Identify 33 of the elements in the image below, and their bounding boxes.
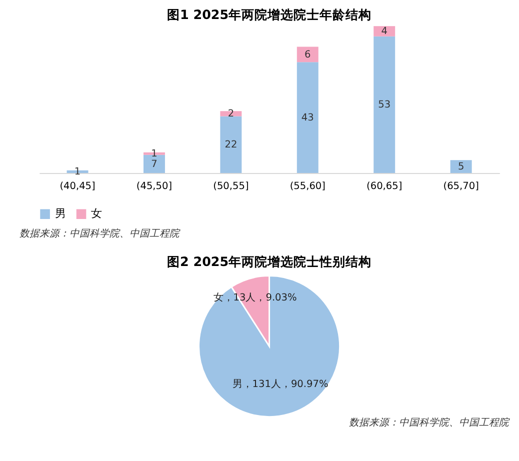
- source-note: 数据来源：中国科学院、中国工程院: [20, 228, 181, 240]
- x-tick-label: (65,70]: [443, 181, 479, 192]
- slice-label: 女，13人，9.03%: [213, 291, 297, 304]
- slice-label: 男，131人，90.97%: [232, 378, 328, 390]
- bar: [374, 36, 396, 173]
- legend-label: 女: [91, 207, 102, 220]
- bar: [450, 160, 472, 173]
- data-label: 6: [304, 49, 311, 60]
- pie-slice: [198, 275, 341, 418]
- chart-title: 图1 2025年两院增选院士年龄结构: [166, 7, 372, 24]
- data-label: 53: [378, 100, 391, 111]
- bar: [296, 62, 318, 173]
- bar: [220, 116, 242, 173]
- data-label: 43: [301, 112, 314, 124]
- data-label: 1: [74, 166, 81, 178]
- x-tick-label: (45,50]: [136, 181, 172, 192]
- chart-title: 图2 2025年两院增选院士性别结构: [166, 254, 372, 270]
- data-label: 5: [458, 161, 464, 172]
- legend-label: 男: [54, 207, 66, 220]
- x-tick-label: (50,55]: [213, 181, 249, 192]
- bar: [220, 111, 242, 116]
- bar: [374, 26, 396, 36]
- data-label: 2: [228, 108, 234, 120]
- data-label: 1: [151, 148, 158, 160]
- data-label: 7: [151, 158, 158, 170]
- bar: [296, 46, 318, 62]
- source-note: 数据来源：中国科学院、中国工程院: [349, 416, 510, 429]
- data-label: 22: [224, 140, 238, 151]
- x-tick-label: (40,45]: [60, 181, 96, 192]
- data-label: 4: [381, 26, 388, 38]
- x-tick-label: (55,60]: [290, 181, 326, 192]
- x-tick-label: (60,65]: [366, 181, 402, 192]
- bar: [143, 154, 165, 173]
